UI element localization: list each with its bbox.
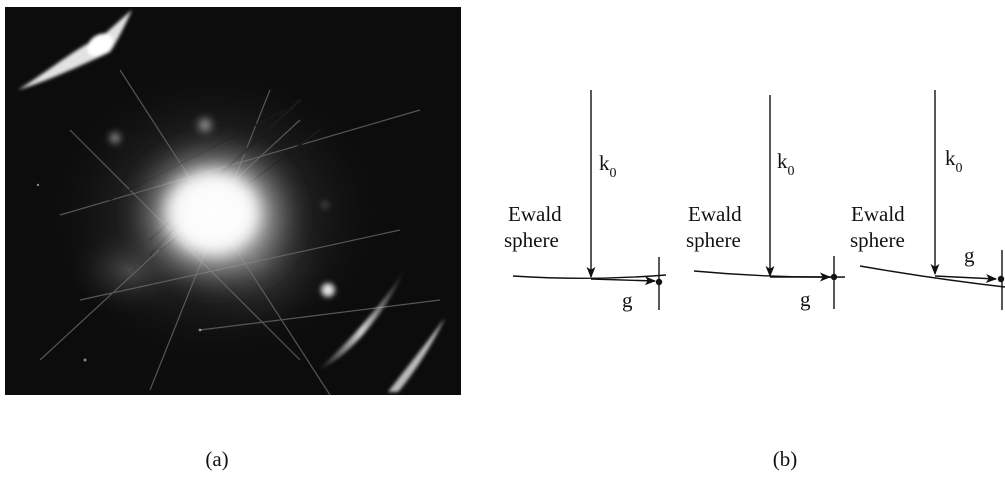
- ewald-sphere-label-line2: sphere: [850, 228, 905, 252]
- g-vector-arrow: [590, 276, 657, 286]
- ewald-sphere-arc: [859, 265, 1005, 288]
- diffraction-photograph: [5, 7, 461, 395]
- ewald-sphere-arc: [512, 274, 667, 279]
- faint-dots: [36, 183, 202, 362]
- ewald-sphere-label-line1: Ewald: [508, 202, 562, 226]
- diffraction-spot: [317, 279, 339, 301]
- panel-b-caption: (b): [773, 447, 798, 471]
- g-label: g: [800, 287, 811, 311]
- g-vector-arrow: [934, 274, 998, 283]
- diffraction-spot: [105, 128, 125, 148]
- bright-streak-top-left: [18, 10, 132, 90]
- reciprocal-lattice-point: [830, 273, 838, 281]
- ewald-sphere-label-line1: Ewald: [851, 202, 905, 226]
- g-label: g: [964, 243, 975, 267]
- k0-label: k0: [945, 146, 963, 176]
- diffraction-spot: [192, 112, 218, 138]
- g-label: g: [622, 288, 633, 312]
- k0-label: k0: [599, 151, 617, 181]
- panel-a-caption: (a): [205, 447, 228, 471]
- ewald-diagram-2: k0 Ewald sphere g: [686, 95, 846, 311]
- k0-label: k0: [777, 149, 795, 179]
- reciprocal-lattice-point: [655, 278, 663, 286]
- ewald-sphere-label-line2: sphere: [686, 228, 741, 252]
- diffraction-spot: [319, 199, 331, 211]
- ewald-sphere-label-line1: Ewald: [688, 202, 742, 226]
- central-core: [167, 172, 257, 252]
- ewald-diagram-3: k0 Ewald sphere g: [850, 90, 1005, 310]
- ewald-sphere-label-line2: sphere: [504, 228, 559, 252]
- ewald-diagram-1: k0 Ewald sphere g: [504, 90, 667, 312]
- reciprocal-lattice-point: [997, 275, 1005, 283]
